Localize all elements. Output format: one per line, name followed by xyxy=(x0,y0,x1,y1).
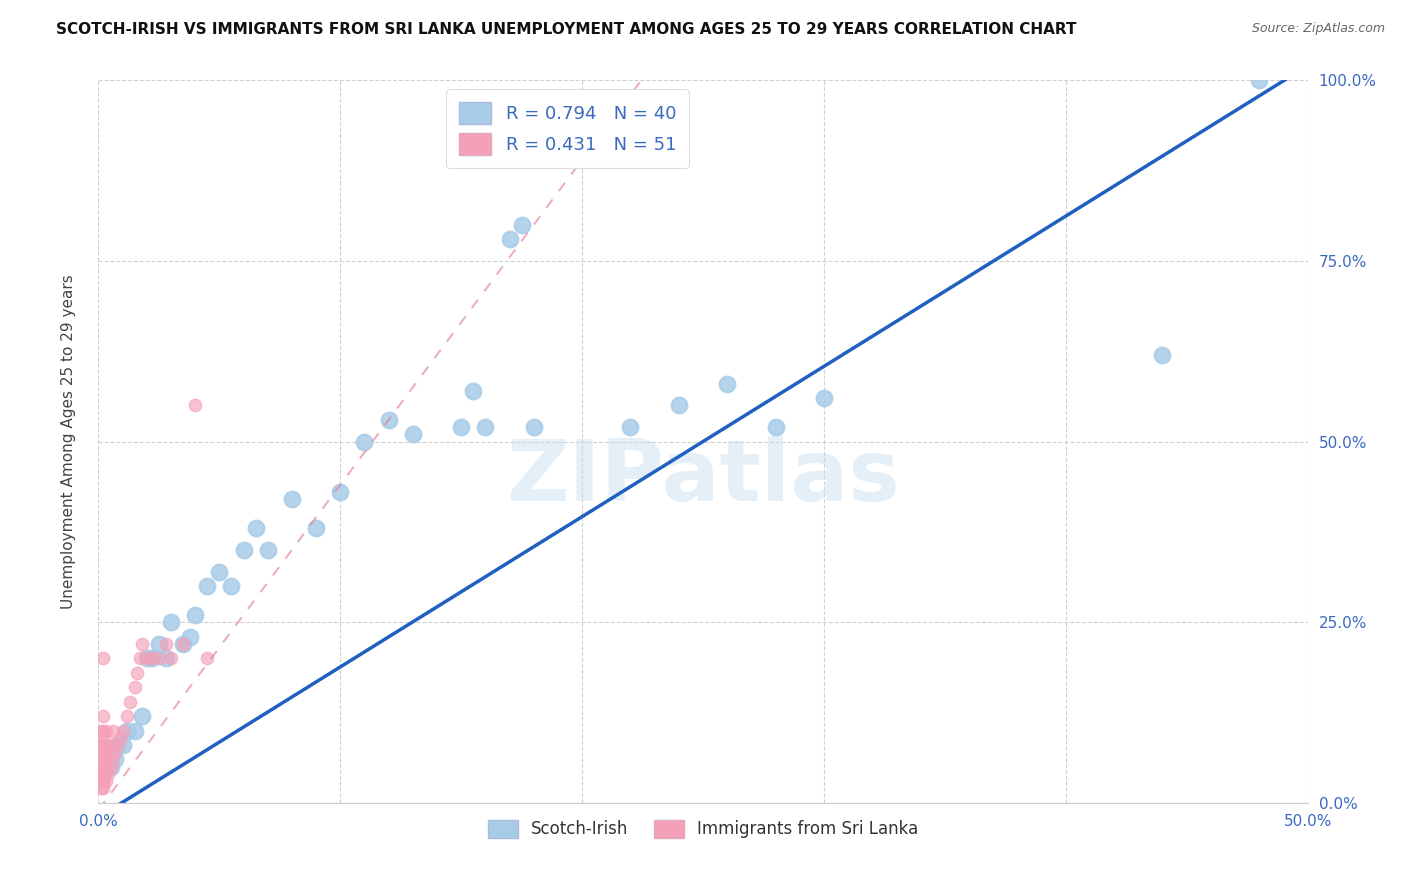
Point xyxy=(1152,348,1174,362)
Point xyxy=(94,738,117,752)
Point xyxy=(91,745,114,759)
Point xyxy=(450,420,472,434)
Point xyxy=(91,774,114,789)
Point xyxy=(107,738,129,752)
Point xyxy=(256,542,278,557)
Point xyxy=(91,774,114,789)
Point xyxy=(101,752,124,766)
Legend: Scotch-Irish, Immigrants from Sri Lanka: Scotch-Irish, Immigrants from Sri Lanka xyxy=(481,813,925,845)
Point xyxy=(131,709,153,723)
Point xyxy=(141,651,163,665)
Point xyxy=(90,767,112,781)
Point xyxy=(101,723,124,738)
Text: ZIPatlas: ZIPatlas xyxy=(506,436,900,519)
Point xyxy=(90,774,112,789)
Point xyxy=(117,709,139,723)
Point xyxy=(111,738,134,752)
Point xyxy=(172,637,194,651)
Point xyxy=(90,760,112,774)
Point xyxy=(195,651,218,665)
Point xyxy=(104,752,127,766)
Point xyxy=(90,752,112,766)
Point xyxy=(104,745,127,759)
Point xyxy=(124,723,146,738)
Point xyxy=(716,376,738,391)
Point xyxy=(118,695,141,709)
Point xyxy=(1249,73,1271,87)
Point xyxy=(281,492,304,507)
Point xyxy=(100,738,122,752)
Point xyxy=(108,731,131,745)
Point xyxy=(90,767,112,781)
Point xyxy=(91,752,114,766)
Point xyxy=(619,420,641,434)
Point xyxy=(463,384,485,398)
Point xyxy=(402,427,425,442)
Point xyxy=(97,767,120,781)
Point xyxy=(90,738,112,752)
Point xyxy=(172,637,194,651)
Point xyxy=(91,760,114,774)
Point xyxy=(128,651,150,665)
Point xyxy=(148,651,170,665)
Point xyxy=(90,781,112,796)
Point xyxy=(353,434,375,449)
Point xyxy=(510,218,533,232)
Point xyxy=(135,651,157,665)
Point xyxy=(221,579,243,593)
Point xyxy=(668,398,690,412)
Point xyxy=(91,767,114,781)
Point xyxy=(90,723,112,738)
Point xyxy=(184,607,207,622)
Point xyxy=(160,615,183,630)
Point xyxy=(107,738,129,752)
Point xyxy=(135,651,157,665)
Point xyxy=(232,542,254,557)
Point xyxy=(131,637,153,651)
Point xyxy=(91,731,114,745)
Point xyxy=(97,745,120,759)
Point xyxy=(208,565,231,579)
Point xyxy=(91,651,114,665)
Point xyxy=(155,637,177,651)
Point xyxy=(94,760,117,774)
Point xyxy=(141,651,163,665)
Point xyxy=(155,651,177,665)
Point xyxy=(474,420,496,434)
Point xyxy=(91,709,114,723)
Point xyxy=(90,745,112,759)
Point xyxy=(91,781,114,796)
Point xyxy=(117,723,139,738)
Point xyxy=(498,232,520,246)
Point xyxy=(813,391,835,405)
Point xyxy=(124,680,146,694)
Point xyxy=(91,723,114,738)
Point xyxy=(377,413,399,427)
Point xyxy=(179,630,201,644)
Point xyxy=(91,738,114,752)
Point xyxy=(329,485,352,500)
Point xyxy=(765,420,787,434)
Point xyxy=(305,521,328,535)
Point xyxy=(94,723,117,738)
Point xyxy=(100,760,122,774)
Point xyxy=(90,774,112,789)
Text: Source: ZipAtlas.com: Source: ZipAtlas.com xyxy=(1251,22,1385,36)
Point xyxy=(160,651,183,665)
Point xyxy=(245,521,267,535)
Text: SCOTCH-IRISH VS IMMIGRANTS FROM SRI LANKA UNEMPLOYMENT AMONG AGES 25 TO 29 YEARS: SCOTCH-IRISH VS IMMIGRANTS FROM SRI LANK… xyxy=(56,22,1077,37)
Point xyxy=(523,420,546,434)
Point xyxy=(100,760,122,774)
Point xyxy=(195,579,218,593)
Point xyxy=(148,637,170,651)
Point xyxy=(94,774,117,789)
Point xyxy=(111,723,134,738)
Y-axis label: Unemployment Among Ages 25 to 29 years: Unemployment Among Ages 25 to 29 years xyxy=(62,274,76,609)
Point xyxy=(94,752,117,766)
Point xyxy=(184,398,207,412)
Point xyxy=(127,665,149,680)
